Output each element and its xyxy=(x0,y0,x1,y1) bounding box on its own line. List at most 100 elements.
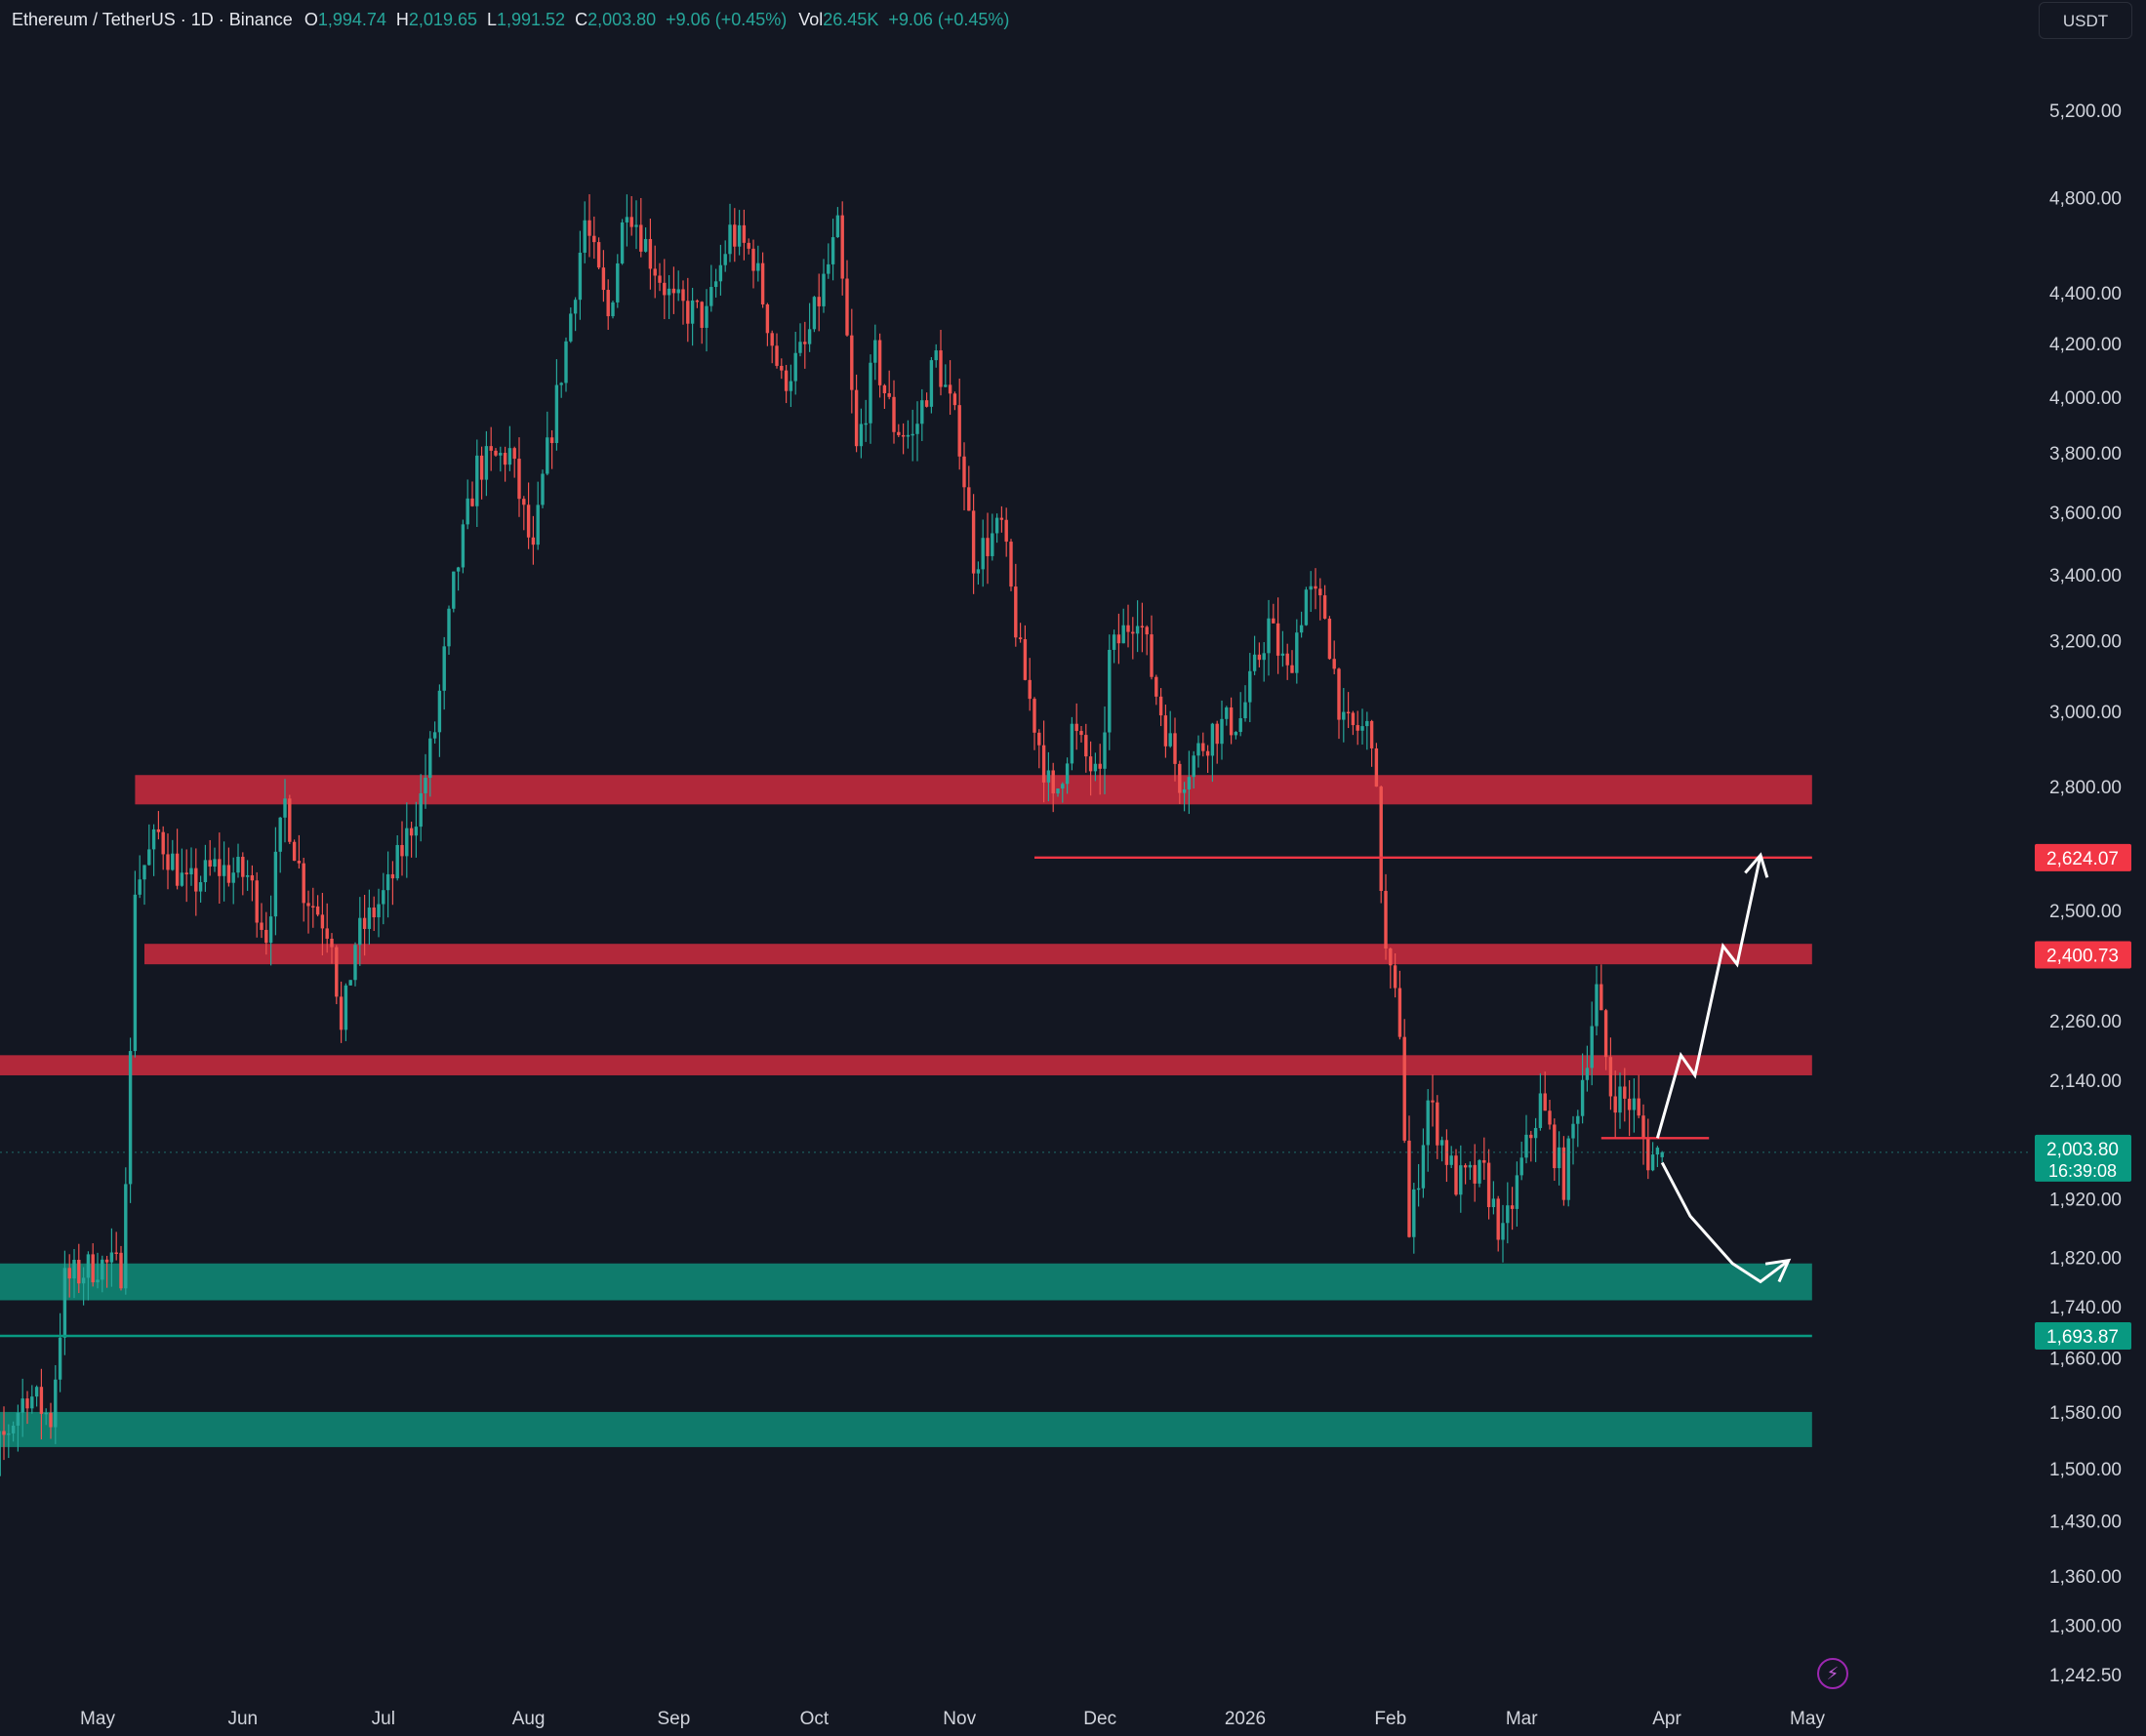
candle-body[interactable] xyxy=(101,1259,104,1280)
candle-body[interactable] xyxy=(1369,720,1374,748)
candle-body[interactable] xyxy=(1098,763,1102,769)
candle-body[interactable] xyxy=(681,289,685,302)
candle-body[interactable] xyxy=(1365,720,1369,727)
candle-body[interactable] xyxy=(1538,1093,1543,1128)
candle-body[interactable] xyxy=(812,297,817,330)
candle-body[interactable] xyxy=(288,798,292,842)
candle-body[interactable] xyxy=(1257,654,1262,661)
candle-body[interactable] xyxy=(44,1412,48,1415)
candle-body[interactable] xyxy=(789,381,793,391)
candle-body[interactable] xyxy=(1205,750,1210,756)
candle-body[interactable] xyxy=(1103,732,1107,769)
candle-body[interactable] xyxy=(466,498,469,525)
candle-body[interactable] xyxy=(1491,1198,1496,1208)
candle-body[interactable] xyxy=(901,434,906,437)
candle-body[interactable] xyxy=(531,537,536,545)
candle-body[interactable] xyxy=(1126,625,1130,632)
candle-body[interactable] xyxy=(1571,1123,1575,1139)
candle-body[interactable] xyxy=(1524,1134,1528,1158)
candle-body[interactable] xyxy=(1580,1079,1585,1116)
candle-body[interactable] xyxy=(1650,1154,1655,1171)
candle-body[interactable] xyxy=(109,1252,114,1263)
candle-body[interactable] xyxy=(104,1259,109,1263)
candle-body[interactable] xyxy=(180,872,184,886)
candle-body[interactable] xyxy=(447,608,451,647)
candle-body[interactable] xyxy=(452,571,456,609)
candle-body[interactable] xyxy=(1018,637,1023,640)
candle-body[interactable] xyxy=(1548,1110,1552,1125)
candle-body[interactable] xyxy=(1501,1223,1505,1240)
candle-body[interactable] xyxy=(268,916,273,944)
candle-body[interactable] xyxy=(859,424,864,447)
candle-body[interactable] xyxy=(245,874,250,877)
candle-body[interactable] xyxy=(175,853,180,886)
candle-body[interactable] xyxy=(1632,1098,1637,1110)
candle-body[interactable] xyxy=(554,384,559,444)
candle-body[interactable] xyxy=(690,300,695,324)
candle-body[interactable] xyxy=(114,1252,118,1254)
price-label-box[interactable] xyxy=(2035,843,2131,871)
candle-body[interactable] xyxy=(461,524,466,568)
candle-body[interactable] xyxy=(733,224,737,247)
candle-body[interactable] xyxy=(1646,1138,1650,1171)
candle-body[interactable] xyxy=(1412,1189,1416,1237)
candle-body[interactable] xyxy=(1299,625,1304,633)
candle-body[interactable] xyxy=(1557,1147,1561,1169)
candle-body[interactable] xyxy=(705,305,709,328)
candle-body[interactable] xyxy=(1192,755,1195,778)
candle-body[interactable] xyxy=(133,894,138,1052)
candle-body[interactable] xyxy=(348,980,352,986)
candle-body[interactable] xyxy=(784,370,789,391)
candle-body[interactable] xyxy=(742,224,747,243)
candle-body[interactable] xyxy=(723,254,727,265)
candle-body[interactable] xyxy=(546,437,549,474)
candle-body[interactable] xyxy=(166,854,170,870)
candle-body[interactable] xyxy=(1510,1205,1515,1209)
candle-body[interactable] xyxy=(489,446,493,451)
candle-body[interactable] xyxy=(7,1433,11,1435)
symbol-title[interactable]: Ethereum / TetherUS · 1D · Binance xyxy=(12,9,293,29)
candle-body[interactable] xyxy=(1561,1147,1566,1200)
candle-body[interactable] xyxy=(184,872,188,874)
candle-body[interactable] xyxy=(1023,639,1028,680)
candle-body[interactable] xyxy=(830,237,835,264)
candle-body[interactable] xyxy=(255,880,259,923)
candle-body[interactable] xyxy=(1515,1175,1519,1209)
candle-body[interactable] xyxy=(827,263,830,274)
candle-body[interactable] xyxy=(424,777,427,793)
candle-body[interactable] xyxy=(250,874,255,881)
candle-body[interactable] xyxy=(1009,542,1013,587)
candle-body[interactable] xyxy=(601,267,606,291)
candle-body[interactable] xyxy=(1332,659,1336,669)
candle-body[interactable] xyxy=(648,238,653,269)
candle-body[interactable] xyxy=(1084,735,1088,757)
candle-body[interactable] xyxy=(1426,1100,1430,1146)
candle-body[interactable] xyxy=(1379,787,1383,891)
candle-body[interactable] xyxy=(751,248,755,271)
candle-body[interactable] xyxy=(67,1268,71,1279)
candle-body[interactable] xyxy=(807,329,812,344)
candle-body[interactable] xyxy=(1459,1165,1463,1195)
candle-body[interactable] xyxy=(1196,743,1200,756)
candle-body[interactable] xyxy=(96,1279,100,1283)
candle-body[interactable] xyxy=(198,882,203,892)
candle-body[interactable] xyxy=(503,453,507,465)
candle-body[interactable] xyxy=(1154,676,1158,697)
candle-body[interactable] xyxy=(507,448,512,465)
candle-body[interactable] xyxy=(1473,1164,1477,1184)
candle-body[interactable] xyxy=(873,340,877,363)
candle-body[interactable] xyxy=(1416,1188,1421,1191)
candle-body[interactable] xyxy=(952,393,957,406)
candle-body[interactable] xyxy=(1248,670,1252,703)
candle-body[interactable] xyxy=(1585,1068,1590,1080)
candle-body[interactable] xyxy=(1145,626,1149,635)
candle-body[interactable] xyxy=(643,238,648,252)
candle-body[interactable] xyxy=(1660,1151,1664,1157)
candle-body[interactable] xyxy=(1346,711,1351,714)
candle-body[interactable] xyxy=(639,224,643,252)
candle-body[interactable] xyxy=(620,222,625,263)
candle-body[interactable] xyxy=(339,996,344,1030)
candle-body[interactable] xyxy=(1275,623,1280,656)
candle-body[interactable] xyxy=(264,929,268,944)
